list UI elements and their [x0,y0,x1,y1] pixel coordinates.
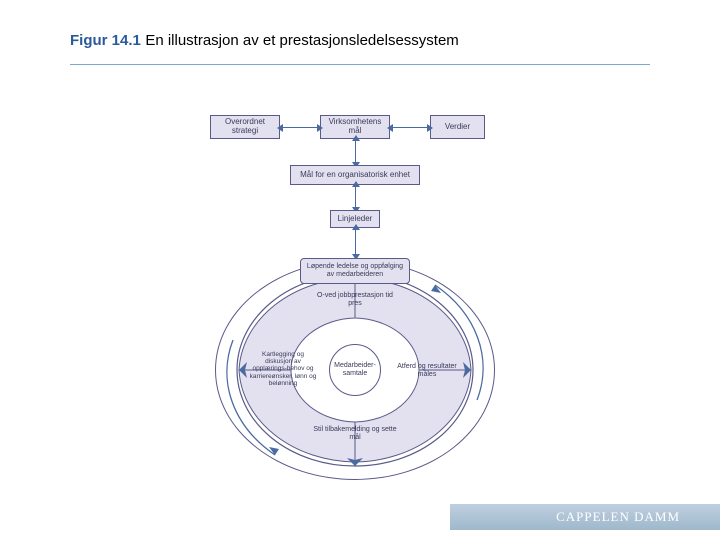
arrow-unit-manager [355,186,356,208]
footer-brand-text: CAPPELEN DAMM [556,509,680,525]
footer: CAPPELEN DAMM [0,495,720,540]
footer-brand-band: CAPPELEN DAMM [450,504,720,530]
outer-loop-arrows [215,260,495,480]
figure-title: Figur 14.1 En illustrasjon av et prestas… [0,0,720,58]
box-values: Verdier [430,115,485,139]
arrow-goals-unit [355,140,356,163]
figure-number: Figur 14.1 [70,32,141,49]
arrow-goals-values [392,127,428,128]
figure-title-text: En illustrasjon av et prestasjonsledelse… [145,32,458,49]
arrow-manager-cycle [355,229,356,255]
box-strategy: Overordnet strategi [210,115,280,139]
arrow-strategy-goals [282,127,318,128]
diagram-area: Overordnet strategi Virksomhetens mål Ve… [190,110,550,480]
title-divider [70,64,650,65]
